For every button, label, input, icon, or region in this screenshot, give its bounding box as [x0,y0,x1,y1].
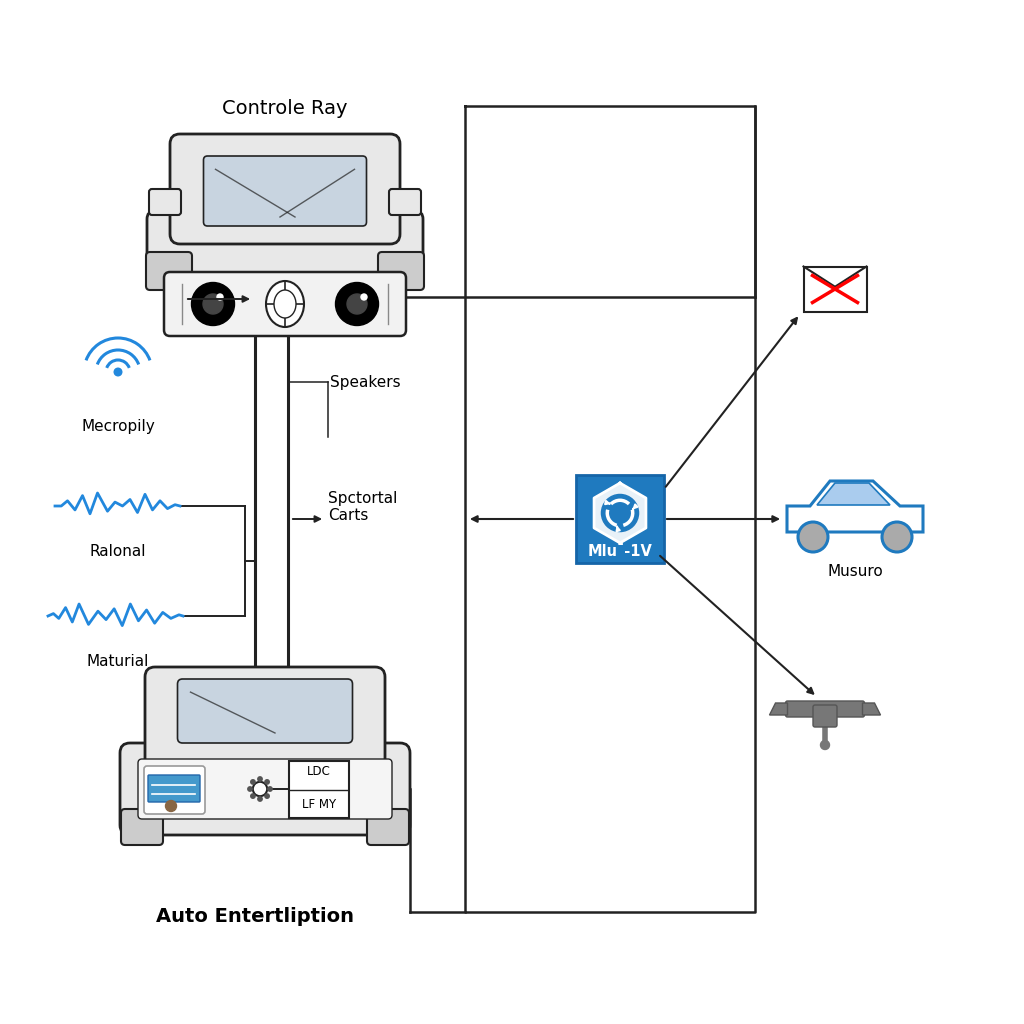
FancyBboxPatch shape [138,759,392,819]
FancyBboxPatch shape [289,761,349,818]
Text: Controle Ray: Controle Ray [222,99,348,119]
Circle shape [361,294,367,300]
FancyBboxPatch shape [204,156,367,226]
Ellipse shape [266,281,304,327]
Text: Maturial: Maturial [87,654,150,670]
Circle shape [258,797,262,801]
FancyBboxPatch shape [145,667,385,769]
Circle shape [347,294,367,314]
Circle shape [115,369,122,376]
Text: LDC: LDC [307,765,331,778]
Circle shape [820,740,829,750]
FancyBboxPatch shape [804,266,866,311]
FancyBboxPatch shape [389,189,421,215]
Polygon shape [862,703,881,715]
FancyBboxPatch shape [367,809,409,845]
Text: Ralonal: Ralonal [90,545,146,559]
Text: Musuro: Musuro [827,563,883,579]
Text: Mlu¯-1V: Mlu¯-1V [588,544,652,559]
FancyBboxPatch shape [170,134,400,244]
Circle shape [217,294,223,300]
Ellipse shape [274,290,296,318]
Circle shape [191,283,234,326]
Circle shape [882,522,912,552]
FancyBboxPatch shape [164,272,406,336]
FancyBboxPatch shape [177,679,352,743]
Circle shape [265,794,269,799]
FancyBboxPatch shape [150,189,181,215]
FancyBboxPatch shape [813,705,837,727]
Circle shape [251,779,255,784]
Circle shape [798,522,828,552]
Text: Mecropily: Mecropily [81,419,155,433]
FancyBboxPatch shape [148,775,200,802]
FancyBboxPatch shape [121,809,163,845]
Circle shape [203,294,223,314]
FancyBboxPatch shape [575,475,664,563]
Polygon shape [817,483,890,505]
FancyBboxPatch shape [785,701,864,717]
Polygon shape [787,481,923,532]
Circle shape [166,801,176,811]
FancyBboxPatch shape [378,252,424,290]
FancyBboxPatch shape [146,252,193,290]
FancyBboxPatch shape [147,211,423,282]
Circle shape [601,495,639,531]
Text: LF MY: LF MY [302,798,336,811]
Polygon shape [594,483,646,543]
Text: Speakers: Speakers [330,375,400,389]
FancyBboxPatch shape [120,743,410,835]
Text: Spctortal
Carts: Spctortal Carts [328,490,397,523]
FancyBboxPatch shape [144,766,205,814]
Circle shape [265,779,269,784]
Circle shape [336,283,379,326]
Circle shape [253,781,267,797]
Circle shape [251,794,255,799]
Text: Auto Entertliption: Auto Entertliption [156,907,354,927]
Polygon shape [769,703,787,715]
Circle shape [268,786,272,792]
Circle shape [258,777,262,781]
Circle shape [248,786,252,792]
